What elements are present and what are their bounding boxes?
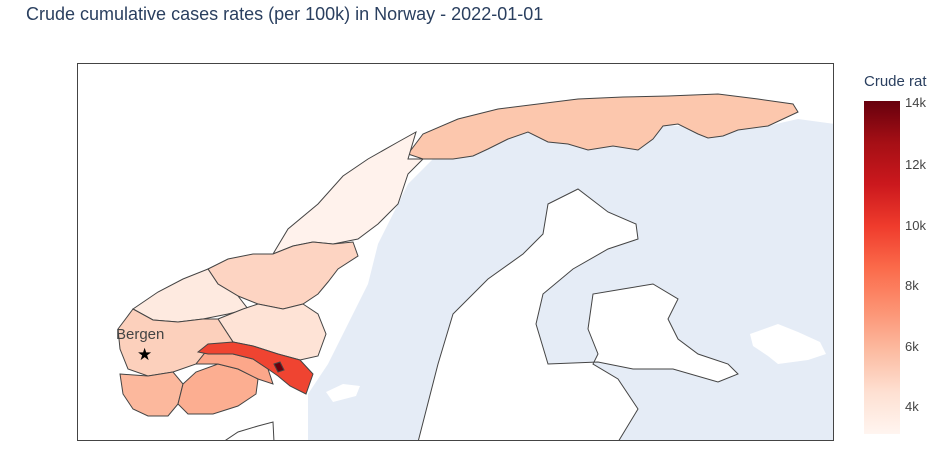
region-oslo[interactable]: [273, 361, 285, 373]
island: [225, 421, 275, 440]
colorbar-tick: 4k: [905, 399, 919, 414]
region-rogaland[interactable]: [119, 371, 184, 417]
colorbar-tick: 12k: [905, 157, 926, 172]
colorbar-tick: 14k: [905, 95, 926, 110]
region-troms-finnmark[interactable]: [407, 93, 799, 160]
colorbar-tick: 8k: [905, 278, 919, 293]
island: [750, 324, 826, 364]
map-area[interactable]: Bergen ★: [77, 63, 834, 441]
star-icon[interactable]: ★: [137, 345, 153, 364]
sweden-finland-land: [417, 188, 739, 440]
marker-label: Bergen: [116, 326, 165, 343]
colorbar-tick: 10k: [905, 218, 926, 233]
island: [326, 384, 360, 402]
choropleth-map[interactable]: [78, 64, 834, 441]
region-viken-oslo[interactable]: [196, 341, 314, 395]
colorbar-tick: 6k: [905, 339, 919, 354]
map-title: Crude cumulative cases rates (per 100k) …: [26, 4, 544, 24]
colorbar: [864, 101, 900, 434]
region-trondelag[interactable]: [207, 241, 359, 310]
colorbar-title: Crude rat: [864, 73, 927, 90]
